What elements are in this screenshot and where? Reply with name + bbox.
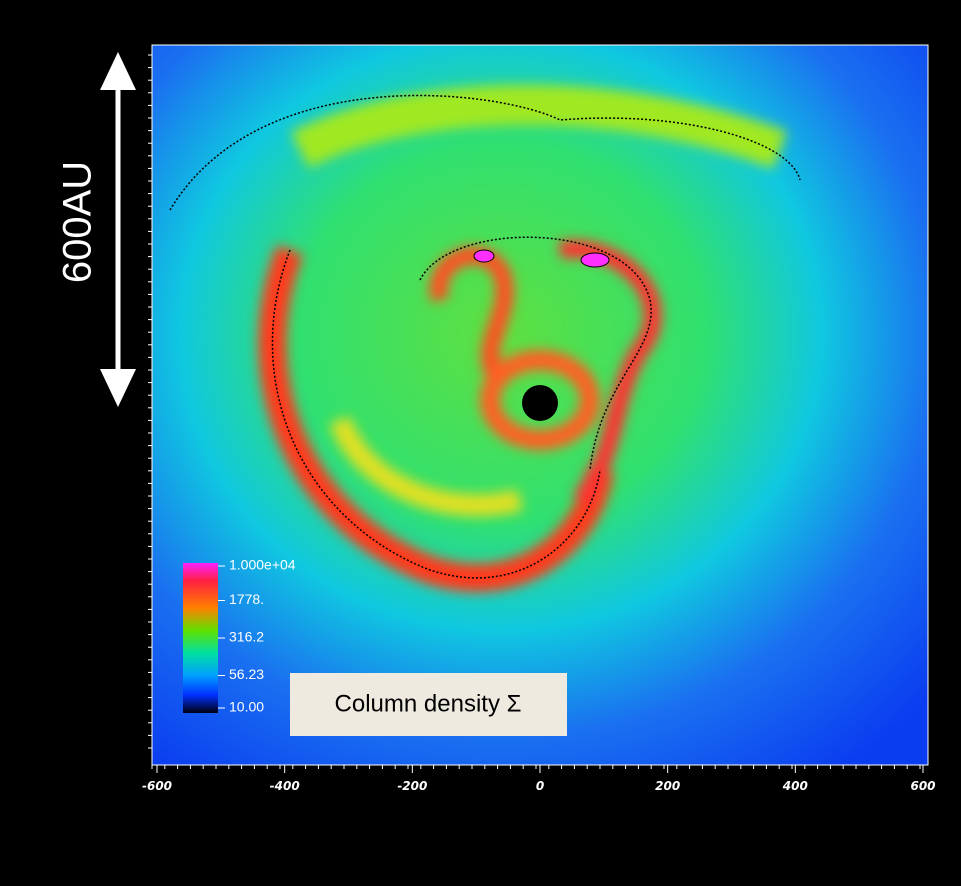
arrow-head	[100, 52, 136, 90]
colorbar-tick-label: 56.23	[229, 666, 264, 682]
x-tick-label: -400	[270, 779, 300, 793]
quantity-label: Column density Σ	[335, 690, 522, 717]
y-minor-ticks	[148, 55, 152, 748]
x-tick-label: 600	[910, 779, 935, 793]
clump	[581, 253, 609, 267]
scale-arrow	[100, 52, 136, 407]
scale-label: 600AU	[56, 161, 100, 283]
colorbar-tick-label: 10.00	[229, 699, 264, 715]
x-axis: -600 -400 -200 0 200 400 600	[142, 765, 936, 793]
figure: -600 -400 -200 0 200 400 600 1.000e+04 1778. 316…	[0, 0, 961, 886]
arrow-head	[100, 369, 136, 407]
clump	[474, 250, 494, 262]
colorbar-tick-label: 1.000e+04	[229, 557, 296, 573]
page: -600 -400 -200 0 200 400 600 1.000e+04 1778. 316…	[0, 0, 961, 886]
colorbar-tick-label: 1778.	[229, 591, 264, 607]
x-tick-label: 400	[782, 779, 808, 793]
x-tick-label: -600	[142, 779, 172, 793]
sink	[522, 385, 558, 421]
x-tick-label: -200	[397, 779, 427, 793]
x-tick-label: 200	[655, 779, 680, 793]
colorbar-tick-label: 316.2	[229, 629, 264, 645]
colorbar	[183, 563, 218, 713]
x-tick-label: 0	[536, 779, 544, 793]
